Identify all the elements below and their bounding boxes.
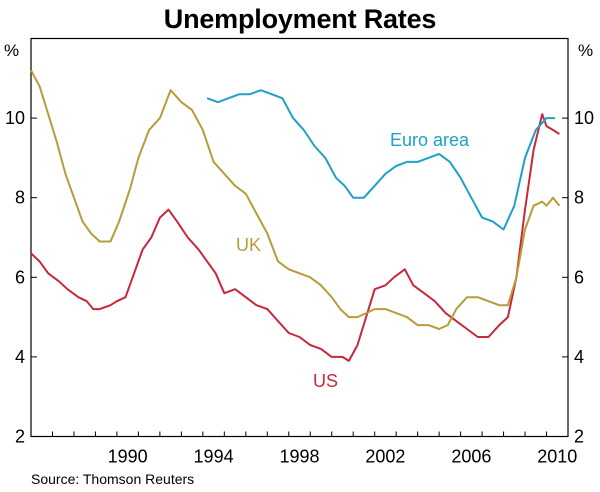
- series-label-uk: UK: [236, 235, 261, 255]
- x-tick-label: 1998: [279, 447, 319, 467]
- y-tick-label-left: 4: [15, 347, 25, 367]
- x-tick-label: 2010: [537, 447, 577, 467]
- chart-title: Unemployment Rates: [163, 4, 437, 34]
- y-tick-label-right: 6: [574, 267, 584, 287]
- y-tick-label-left: 6: [15, 267, 25, 287]
- x-tick-label: 2002: [365, 447, 405, 467]
- series-line-euro-area: [206, 89, 556, 231]
- y-unit-left: %: [4, 41, 19, 60]
- y-tick-label-left: 10: [5, 108, 25, 128]
- x-tick-label: 2006: [451, 447, 491, 467]
- series-lines: [30, 69, 561, 362]
- y-tick-label-right: 8: [574, 188, 584, 208]
- plot-frame: [30, 37, 569, 438]
- series-label-euro-area: Euro area: [390, 130, 470, 150]
- y-tick-label-left: 2: [15, 427, 25, 447]
- y-tick-label-left: 8: [15, 188, 25, 208]
- y-tick-label-right: 4: [574, 347, 584, 367]
- y-unit-right: %: [578, 41, 593, 60]
- y-tick-label-right: 10: [574, 108, 594, 128]
- source-note: Source: Thomson Reuters: [31, 471, 195, 487]
- axes: 2 2 4 4 6 6 8 8 10 10 1990 1994 1998 2002 2006 2010: [5, 108, 594, 466]
- series-line-uk: [30, 69, 561, 330]
- x-tick-label: 1994: [194, 447, 234, 467]
- series-label-us: US: [313, 371, 338, 391]
- x-tick-label: 1990: [108, 447, 148, 467]
- series-line-us: [30, 113, 560, 362]
- y-tick-label-right: 2: [574, 427, 584, 447]
